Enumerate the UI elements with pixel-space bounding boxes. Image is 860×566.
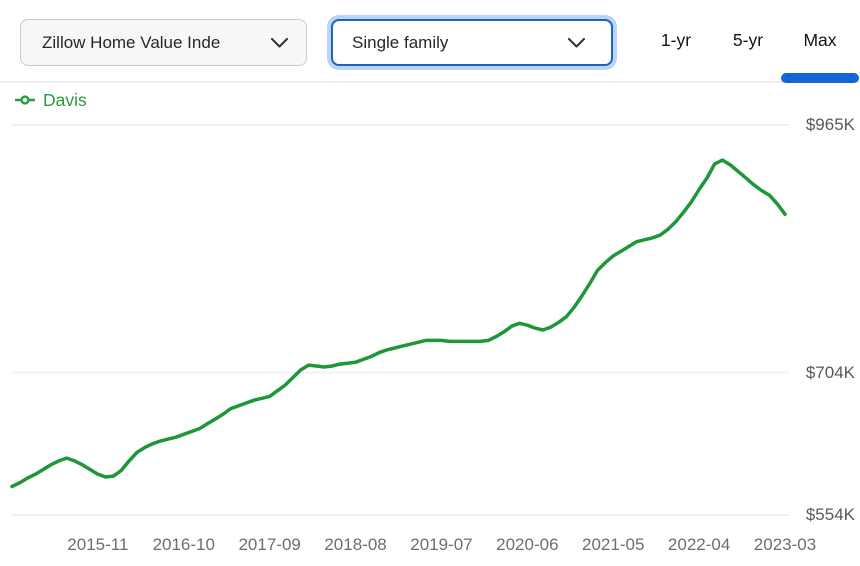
y-axis-label: $965K bbox=[805, 115, 855, 134]
home-type-dropdown-value: Single family bbox=[352, 32, 449, 52]
x-axis-label: 2022-04 bbox=[667, 535, 731, 554]
toolbar: Zillow Home Value Inde Single family 1-y… bbox=[0, 0, 860, 83]
tab-5yr[interactable]: 5-yr bbox=[712, 0, 784, 81]
x-axis-label: 2017-09 bbox=[238, 535, 301, 554]
x-axis-label: 2021-05 bbox=[582, 535, 645, 554]
y-axis-label: $704K bbox=[805, 362, 855, 382]
x-axis-label: 2015-11 bbox=[67, 535, 129, 554]
tab-max[interactable]: Max bbox=[781, 0, 859, 83]
x-axis-label: 2016-10 bbox=[152, 535, 215, 554]
active-tab-underline bbox=[781, 73, 859, 83]
tab-label: Max bbox=[803, 30, 837, 50]
tab-label: 1-yr bbox=[660, 30, 692, 50]
y-axis-label: $554K bbox=[805, 505, 855, 524]
home-type-dropdown[interactable]: Single family bbox=[331, 19, 613, 66]
series-line-davis[interactable] bbox=[10, 158, 787, 489]
legend-item-davis[interactable]: Davis bbox=[14, 88, 87, 112]
tab-label: 5-yr bbox=[732, 30, 764, 50]
x-axis-label: 2023-03 bbox=[753, 535, 817, 554]
tab-1yr[interactable]: 1-yr bbox=[640, 0, 712, 81]
range-tabs: 1-yr 5-yr Max bbox=[640, 0, 859, 83]
series-marker-icon bbox=[15, 95, 35, 105]
metric-dropdown[interactable]: Zillow Home Value Inde bbox=[20, 19, 307, 66]
legend-series-label: Davis bbox=[43, 89, 87, 110]
x-axis-label: 2020-06 bbox=[496, 535, 559, 554]
chevron-down-icon bbox=[271, 37, 288, 48]
x-axis-label: 2019-07 bbox=[410, 535, 473, 554]
chevron-down-icon bbox=[568, 37, 585, 48]
x-axis-label: 2018-08 bbox=[324, 535, 387, 554]
metric-dropdown-value: Zillow Home Value Inde bbox=[42, 32, 221, 52]
